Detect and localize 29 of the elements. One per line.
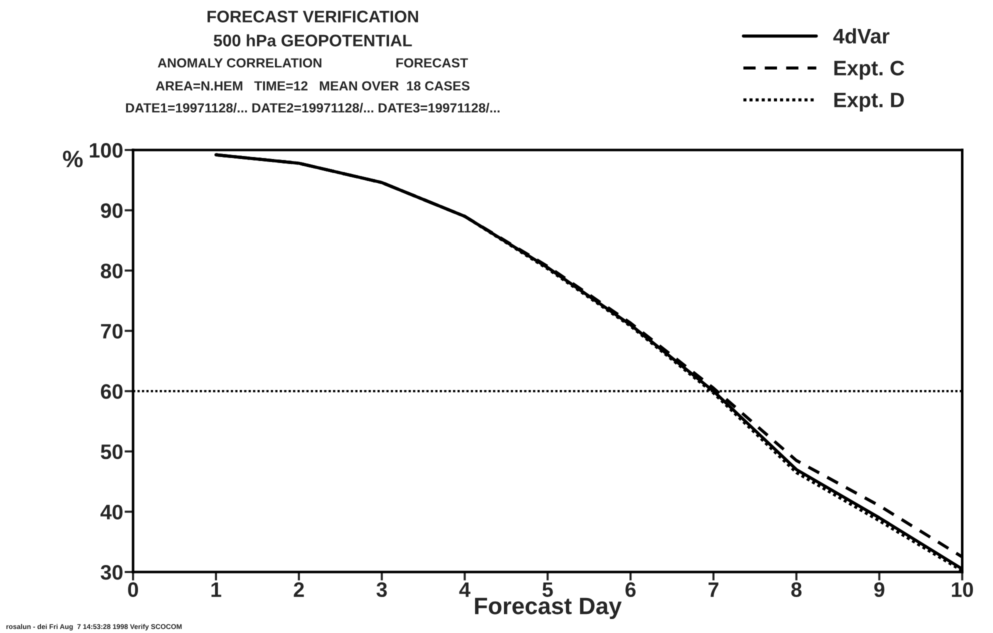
y-tick-label: 100 bbox=[90, 143, 122, 158]
chart-subtitle: 500 hPa GEOPOTENTIAL bbox=[214, 34, 412, 46]
x-tick-label: 7 bbox=[708, 582, 718, 597]
y-axis-title: % bbox=[62, 150, 83, 168]
x-axis-title: Forecast Day bbox=[475, 598, 622, 619]
y-tick-label: 60 bbox=[100, 384, 122, 399]
x-tick-label: 9 bbox=[874, 582, 884, 598]
y-tick-label: 90 bbox=[100, 203, 122, 218]
x-tick-label: 5 bbox=[542, 582, 553, 598]
chart-title: FORECAST VERIFICATION bbox=[208, 10, 418, 22]
x-tick-label: 10 bbox=[952, 582, 973, 598]
legend-label: 4dVar bbox=[833, 28, 890, 44]
y-tick-label: 70 bbox=[101, 324, 122, 339]
legend-label: Expt. D bbox=[834, 92, 904, 112]
text: ANOMALY CORRELATION FORECAST bbox=[158, 58, 468, 68]
y-tick-label: 30 bbox=[100, 565, 122, 580]
text: AREA=N.HEM TIME=12 MEAN OVER 18 CASES bbox=[156, 81, 470, 91]
x-tick-label: 0 bbox=[128, 582, 138, 598]
x-tick-label: 6 bbox=[626, 582, 636, 598]
y-tick-label: 50 bbox=[100, 444, 122, 460]
x-tick-label: 3 bbox=[376, 582, 387, 598]
x-tick-label: 2 bbox=[294, 582, 304, 597]
y-tick-label: 80 bbox=[100, 264, 122, 278]
x-tick-label: 4 bbox=[459, 582, 470, 597]
legend-label: Expt. C bbox=[834, 60, 904, 80]
x-tick-label: 8 bbox=[791, 582, 802, 598]
text: DATE1=19971128/... DATE2=19971128/... DATE3=19971128/... bbox=[126, 102, 500, 113]
x-tick-label: 1 bbox=[211, 582, 222, 597]
y-tick-label: 40 bbox=[100, 504, 122, 520]
